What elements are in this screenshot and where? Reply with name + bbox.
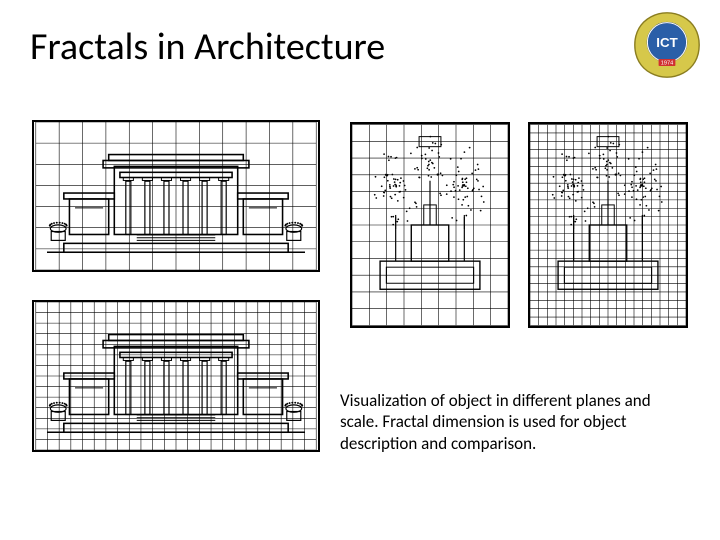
logo-text: ICT <box>656 35 677 50</box>
caption-text: Visualization of object in different pla… <box>340 390 690 454</box>
logo-year: 1974 <box>661 61 673 67</box>
panel-plan-coarse <box>350 122 510 328</box>
logo-badge: ICT 1974 <box>635 13 699 77</box>
ict-logo: ICT 1974 <box>632 10 702 80</box>
panel-elevation-fine <box>32 300 320 452</box>
page-title: Fractals in Architecture <box>30 24 385 70</box>
panel-elevation-coarse <box>32 120 320 272</box>
panel-plan-fine <box>528 122 688 328</box>
